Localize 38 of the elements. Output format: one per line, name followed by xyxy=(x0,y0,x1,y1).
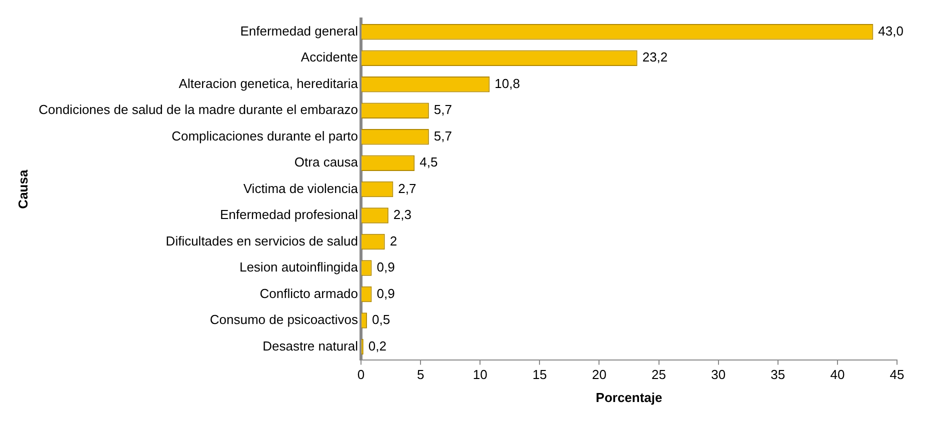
x-tick-label: 15 xyxy=(532,367,547,382)
y-tick-label: Enfermedad general xyxy=(240,23,358,38)
data-label: 0,9 xyxy=(376,286,395,301)
x-tick-label: 40 xyxy=(830,367,845,382)
y-tick-label: Complicaciones durante el parto xyxy=(172,128,358,144)
data-label: 5,7 xyxy=(434,128,452,144)
data-label: 0,5 xyxy=(372,312,390,328)
x-tick-label: 30 xyxy=(711,367,726,382)
data-label: 2,7 xyxy=(398,180,416,196)
y-tick-label: Dificultades en servicios de salud xyxy=(166,233,358,248)
y-axis-title: Causa xyxy=(15,169,30,209)
data-label: 10,8 xyxy=(494,76,520,91)
y-tick-label: Desastre natural xyxy=(262,338,358,354)
x-tick-label: 5 xyxy=(416,367,424,382)
y-tick-label: Consumo de psicoactivos xyxy=(210,312,359,328)
data-label: 0,2 xyxy=(368,338,386,354)
data-label: 23,2 xyxy=(642,50,668,65)
x-tick-label: 10 xyxy=(472,367,488,382)
y-tick-label: Condiciones de salud de la madre durante el embarazo xyxy=(38,102,358,118)
data-label: 4,5 xyxy=(420,154,438,170)
y-tick-label: Lesion autoinflingida xyxy=(239,260,359,275)
y-tick-label: Alteracion genetica, hereditaria xyxy=(178,76,359,91)
x-tick-label: 0 xyxy=(357,367,365,382)
y-tick-label: Conflicto armado xyxy=(260,286,358,301)
y-tick-label: Otra causa xyxy=(294,154,359,170)
x-tick-label: 45 xyxy=(890,367,904,382)
x-axis-title: Porcentaje xyxy=(596,390,662,405)
x-tick-label: 35 xyxy=(770,367,786,382)
x-tick-label: 25 xyxy=(652,367,666,382)
x-tick-label: 20 xyxy=(592,367,606,382)
y-tick-label: Accidente xyxy=(300,50,358,65)
y-tick-label: Victima de violencia xyxy=(243,180,359,196)
data-label: 5,7 xyxy=(434,102,452,118)
data-label: 0,9 xyxy=(376,260,395,275)
data-label: 43,0 xyxy=(878,23,904,38)
data-label: 2,3 xyxy=(393,207,412,222)
y-tick-label: Enfermedad profesional xyxy=(220,207,358,222)
data-label: 2 xyxy=(390,233,398,248)
